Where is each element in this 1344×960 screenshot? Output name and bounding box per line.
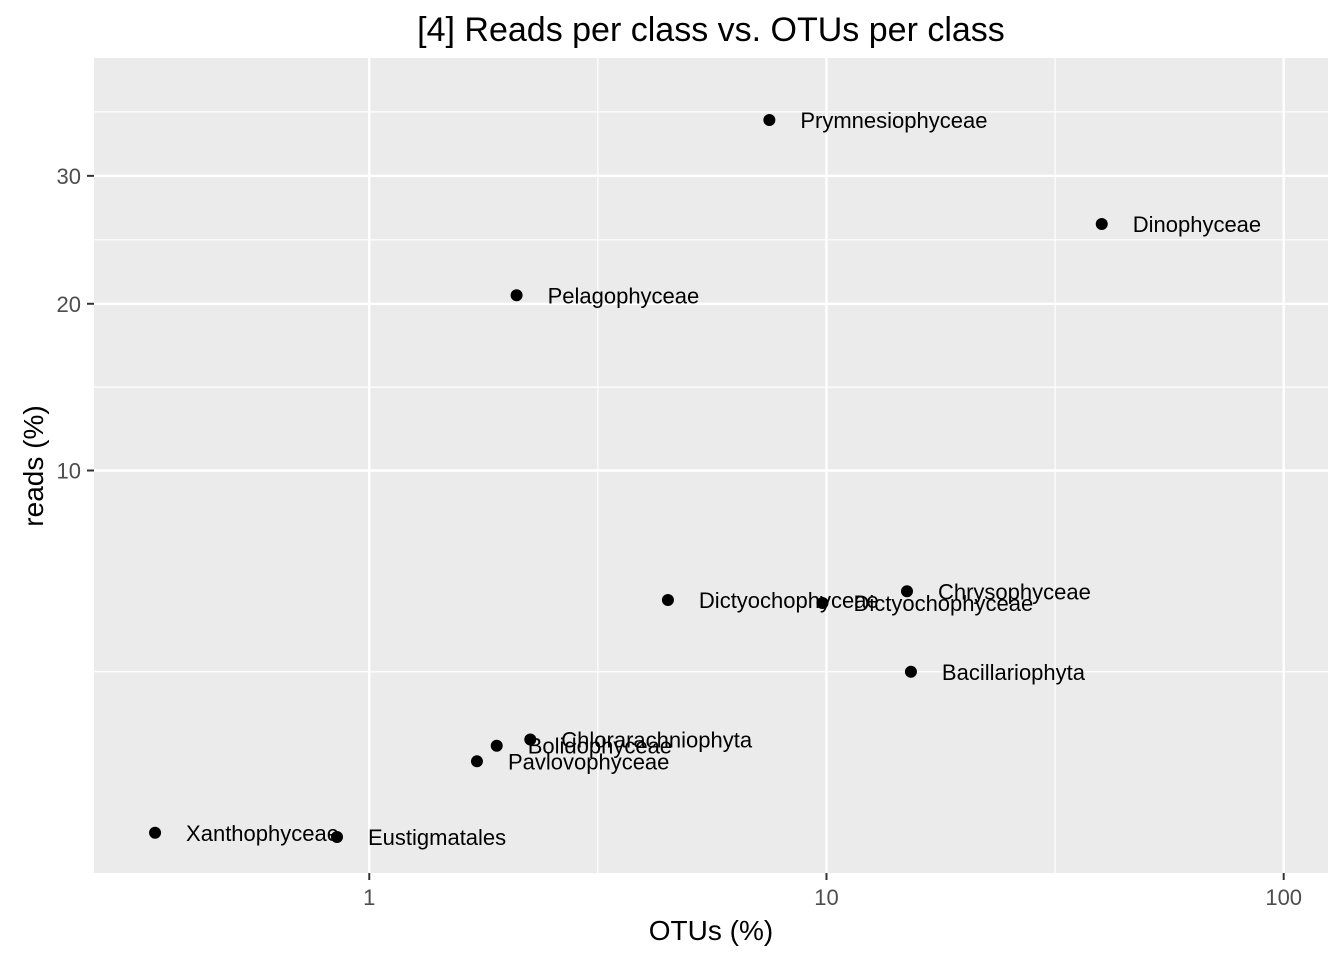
x-tick-label: 1 (363, 885, 375, 910)
x-tick-label: 10 (814, 885, 838, 910)
point-label: Prymnesiophyceae (800, 108, 987, 133)
point-label: Dinophyceae (1133, 212, 1261, 237)
data-point (470, 755, 483, 768)
point-label: Eustigmatales (368, 825, 506, 850)
y-tick-label: 30 (57, 164, 81, 189)
point-label: Pelagophyceae (548, 283, 700, 308)
data-point (510, 289, 523, 302)
y-tick-label: 10 (57, 459, 81, 484)
point-label: Chrysophyceae (938, 579, 1091, 604)
y-tick-label: 20 (57, 292, 81, 317)
grid-minor (94, 58, 1328, 873)
data-point (816, 596, 829, 609)
data-points (149, 113, 1108, 843)
data-point (904, 665, 917, 678)
point-label: Chlorarachniophyta (561, 728, 753, 753)
point-label: Dictyochophyceae (699, 588, 879, 613)
point-labels: Prymnesiophyceae Dinophyceae Pelagophyceae… (186, 108, 1261, 850)
data-point (1095, 217, 1108, 230)
chart-title: [4] Reads per class vs. OTUs per class (417, 11, 1005, 49)
point-label: Bolidophyceae (528, 734, 672, 759)
point-label: Bacillariophyta (942, 660, 1086, 685)
y-axis-ticks: 10 20 30 (57, 164, 94, 484)
grid-major (94, 58, 1328, 873)
point-label: Xanthophyceae (186, 821, 339, 846)
y-axis-title: reads (%) (18, 405, 49, 526)
data-point (524, 733, 537, 746)
data-point (490, 739, 503, 752)
data-point (330, 830, 343, 843)
plot-panel (94, 58, 1328, 873)
x-axis-title: OTUs (%) (649, 915, 773, 946)
data-point (149, 826, 162, 839)
data-point (763, 113, 776, 126)
data-point (900, 585, 913, 598)
point-label: Dictyochophyceae (853, 591, 1033, 616)
data-point (661, 594, 674, 607)
x-axis-ticks: 1 10 100 (363, 873, 1302, 910)
point-label: Pavlovophyceae (508, 749, 669, 774)
x-tick-label: 100 (1265, 885, 1302, 910)
